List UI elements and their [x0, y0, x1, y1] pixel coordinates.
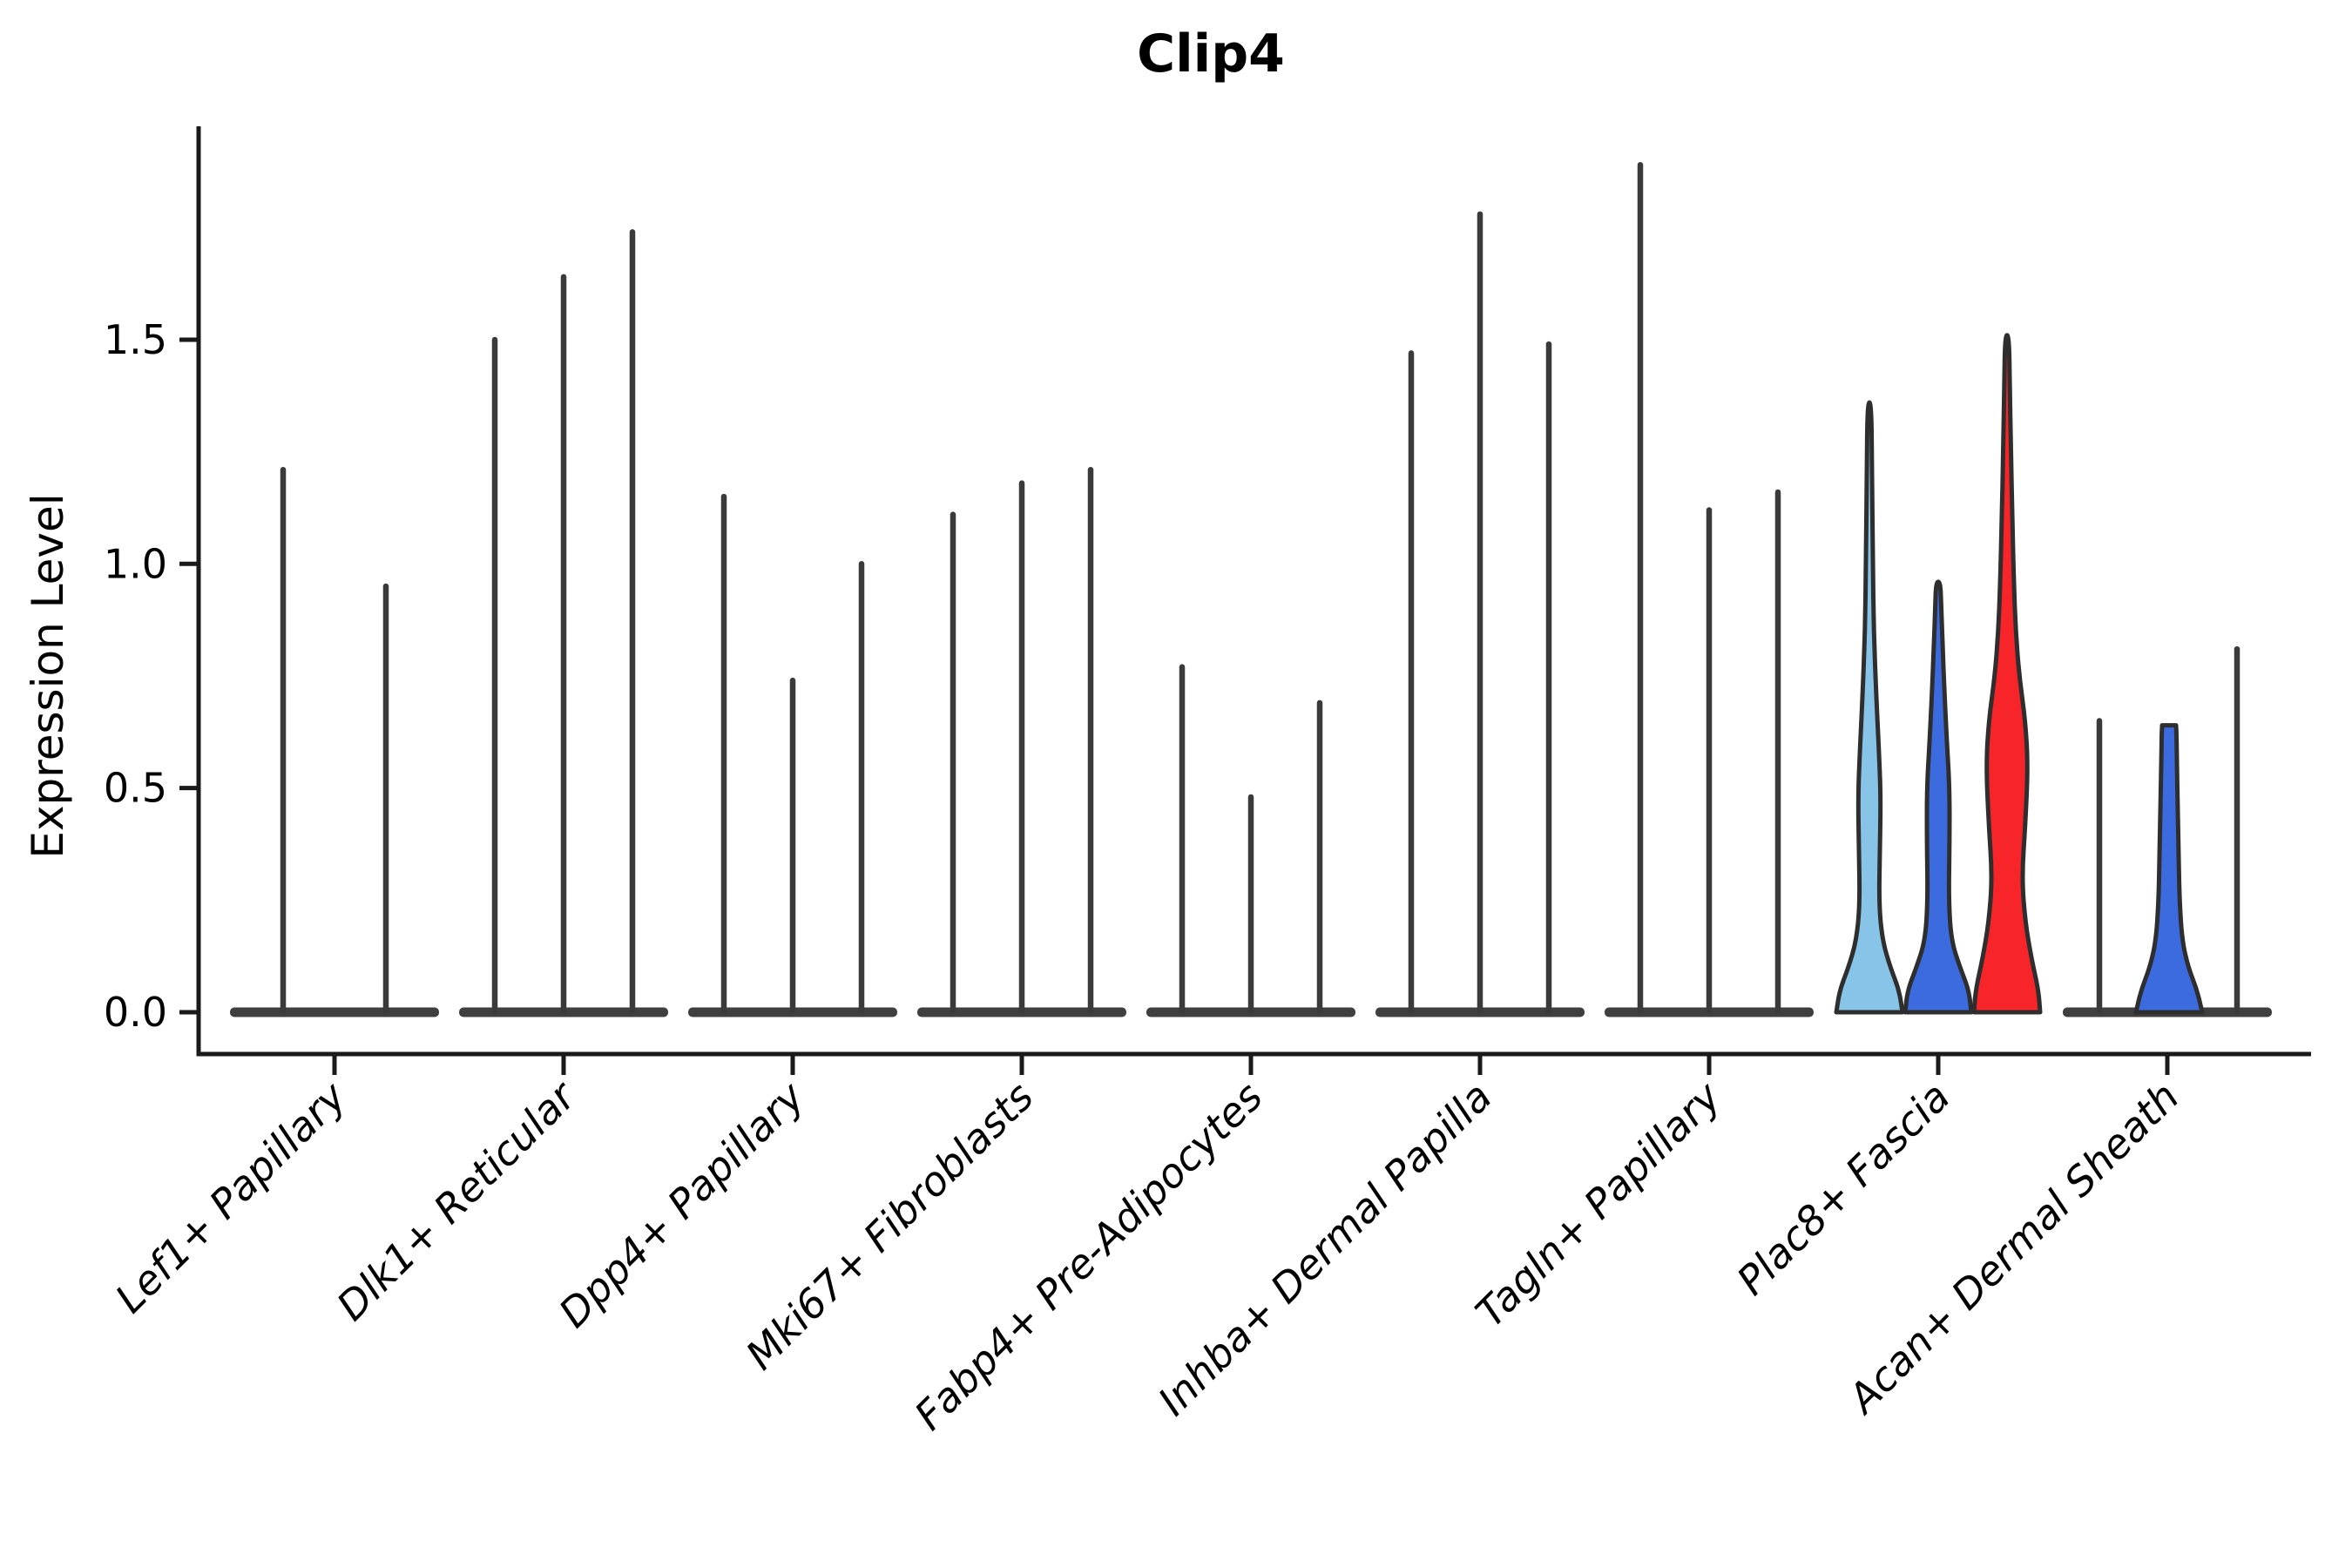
y-tick-label: 0.0 [104, 989, 167, 1036]
violin [2133, 723, 2205, 1015]
violin [1903, 579, 1974, 1015]
x-tick-label: Dlk1+ Reticular [328, 1071, 586, 1329]
x-tick-label: Lef1+ Papillary [106, 1072, 355, 1321]
y-tick-label: 1.5 [104, 316, 167, 363]
x-tick-label: Tagln+ Papillary [1466, 1072, 1730, 1336]
violin [1834, 400, 1905, 1015]
x-tick-label: Plac8+ Fascia [1727, 1073, 1958, 1304]
y-tick-label: 0.5 [104, 765, 167, 812]
violin-baseline [230, 1007, 439, 1017]
plot-title: Clip4 [1137, 24, 1285, 84]
violin [1971, 333, 2043, 1015]
y-axis-label: Expression Level [23, 493, 73, 858]
x-tick-label: Dpp4+ Papillary [550, 1072, 814, 1336]
y-tick-label: 1.0 [104, 540, 167, 587]
